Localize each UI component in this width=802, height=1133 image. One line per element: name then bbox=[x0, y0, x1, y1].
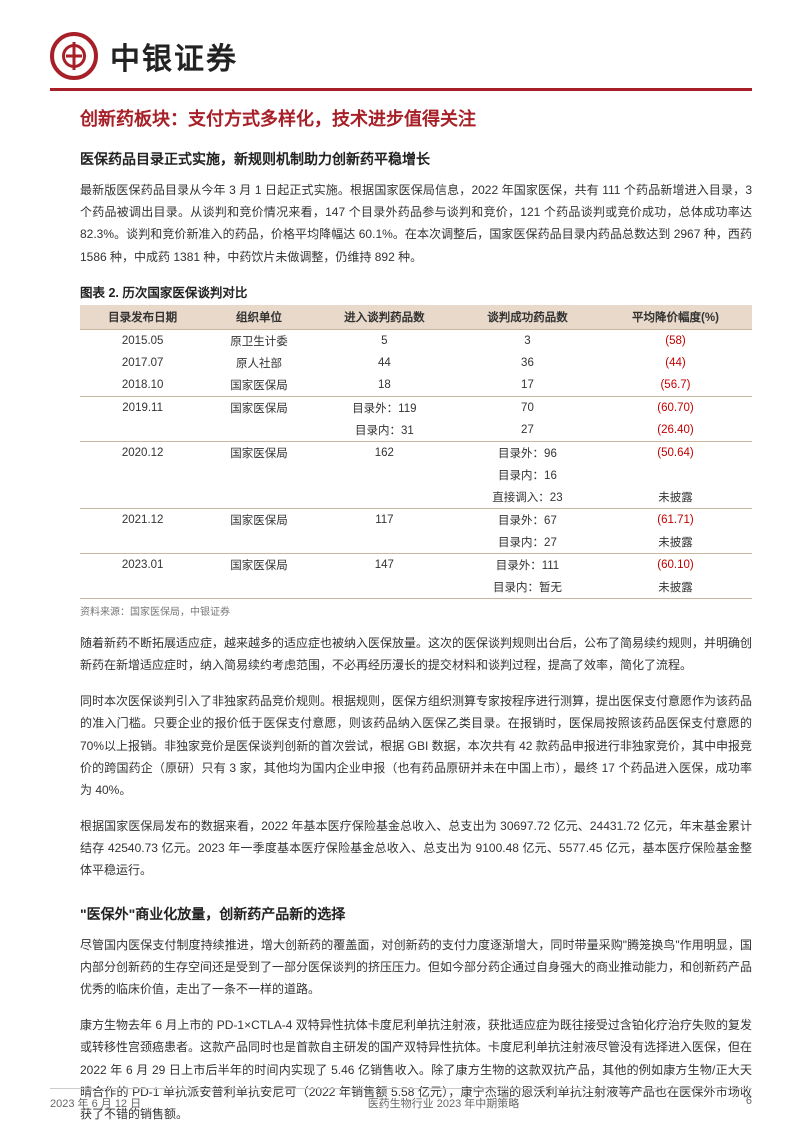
table-cell bbox=[205, 486, 313, 509]
table-row: 目录内：27未披露 bbox=[80, 531, 752, 554]
paragraph: 同时本次医保谈判引入了非独家药品竞价规则。根据规则，医保方组织测算专家按程序进行… bbox=[80, 690, 752, 801]
footer-title: 医药生物行业 2023 年中期策略 bbox=[368, 1095, 520, 1111]
table-header-cell: 目录发布日期 bbox=[80, 305, 205, 330]
table-cell bbox=[313, 576, 456, 599]
table-cell: (26.40) bbox=[599, 419, 752, 442]
table-cell: 3 bbox=[456, 329, 599, 352]
table-cell bbox=[205, 464, 313, 486]
footer-date: 2023 年 6 月 12 日 bbox=[50, 1095, 141, 1111]
table-row: 2021.12国家医保局117目录外：67(61.71) bbox=[80, 508, 752, 531]
table-cell bbox=[205, 576, 313, 599]
table-cell: 17 bbox=[456, 374, 599, 397]
table-cell bbox=[599, 464, 752, 486]
table-cell: 18 bbox=[313, 374, 456, 397]
table-cell: (56.7) bbox=[599, 374, 752, 397]
table-cell: 目录内：31 bbox=[313, 419, 456, 442]
footer-page: 6 bbox=[746, 1095, 752, 1111]
comparison-table: 目录发布日期组织单位进入谈判药品数谈判成功药品数平均降价幅度(%) 2015.0… bbox=[80, 305, 752, 599]
table-cell: 国家医保局 bbox=[205, 374, 313, 397]
table-row: 2018.10国家医保局1817(56.7) bbox=[80, 374, 752, 397]
table-cell bbox=[80, 486, 205, 509]
table-row: 目录内：16 bbox=[80, 464, 752, 486]
table-cell bbox=[313, 531, 456, 554]
table-cell bbox=[313, 464, 456, 486]
header: 中银证券 bbox=[50, 32, 752, 80]
table-cell: 2018.10 bbox=[80, 374, 205, 397]
table-cell bbox=[80, 576, 205, 599]
title-main: 创新药板块： bbox=[80, 109, 188, 129]
table-cell: (61.71) bbox=[599, 508, 752, 531]
table-cell: 目录外：111 bbox=[456, 553, 599, 576]
section-title: 创新药板块：支付方式多样化，技术进步值得关注 bbox=[80, 105, 752, 131]
paragraph: 尽管国内医保支付制度持续推进，增大创新药的覆盖面，对创新药的支付力度逐渐增大，同… bbox=[80, 934, 752, 1001]
subsection-heading-1: 医保药品目录正式实施，新规则机制助力创新药平稳增长 bbox=[80, 149, 752, 169]
table-cell: 目录外：67 bbox=[456, 508, 599, 531]
table-row: 2023.01国家医保局147目录外：111(60.10) bbox=[80, 553, 752, 576]
brand-name: 中银证券 bbox=[110, 34, 238, 78]
table-cell: 162 bbox=[313, 441, 456, 464]
page-footer: 2023 年 6 月 12 日 医药生物行业 2023 年中期策略 6 bbox=[50, 1088, 752, 1111]
table-cell: 2023.01 bbox=[80, 553, 205, 576]
table-cell: 70 bbox=[456, 396, 599, 419]
table-cell: 36 bbox=[456, 352, 599, 374]
table-cell: 2021.12 bbox=[80, 508, 205, 531]
paragraph: 最新版医保药品目录从今年 3 月 1 日起正式实施。根据国家医保局信息，2022… bbox=[80, 179, 752, 268]
table-cell: 国家医保局 bbox=[205, 396, 313, 419]
table-cell: 国家医保局 bbox=[205, 508, 313, 531]
table-cell: 国家医保局 bbox=[205, 441, 313, 464]
table-cell: 目录外：119 bbox=[313, 396, 456, 419]
table-cell bbox=[80, 419, 205, 442]
table-row: 目录内：3127(26.40) bbox=[80, 419, 752, 442]
table-cell: 原卫生计委 bbox=[205, 329, 313, 352]
table-cell: 目录内：27 bbox=[456, 531, 599, 554]
table-cell: (60.10) bbox=[599, 553, 752, 576]
paragraph: 随着新药不断拓展适应症，越来越多的适应症也被纳入医保放量。这次的医保谈判规则出台… bbox=[80, 632, 752, 676]
table-cell: 117 bbox=[313, 508, 456, 531]
table-row: 2020.12国家医保局162目录外：96(50.64) bbox=[80, 441, 752, 464]
table-cell bbox=[205, 419, 313, 442]
table-cell bbox=[313, 486, 456, 509]
table-cell: 5 bbox=[313, 329, 456, 352]
table-header-cell: 谈判成功药品数 bbox=[456, 305, 599, 330]
table-cell: 27 bbox=[456, 419, 599, 442]
table-cell: (44) bbox=[599, 352, 752, 374]
paragraph: 根据国家医保局发布的数据来看，2022 年基本医疗保险基金总收入、总支出为 30… bbox=[80, 815, 752, 882]
table-cell: 2017.07 bbox=[80, 352, 205, 374]
table-cell: 2020.12 bbox=[80, 441, 205, 464]
table-caption: 图表 2. 历次国家医保谈判对比 bbox=[80, 282, 752, 301]
table-cell: 目录内：16 bbox=[456, 464, 599, 486]
table-cell bbox=[205, 531, 313, 554]
table-cell: (50.64) bbox=[599, 441, 752, 464]
table-source: 资料来源：国家医保局，中银证券 bbox=[80, 603, 752, 618]
table-cell: (58) bbox=[599, 329, 752, 352]
table-cell: 未披露 bbox=[599, 486, 752, 509]
subsection-heading-2: "医保外"商业化放量，创新药产品新的选择 bbox=[80, 904, 752, 924]
divider bbox=[50, 88, 752, 91]
table-cell bbox=[80, 464, 205, 486]
table-cell: 44 bbox=[313, 352, 456, 374]
table-row: 2015.05原卫生计委53(58) bbox=[80, 329, 752, 352]
table-cell bbox=[80, 531, 205, 554]
table-header-cell: 进入谈判药品数 bbox=[313, 305, 456, 330]
brand-logo-icon bbox=[50, 32, 98, 80]
table-cell: 原人社部 bbox=[205, 352, 313, 374]
table-cell: (60.70) bbox=[599, 396, 752, 419]
table-cell: 目录内：暂无 bbox=[456, 576, 599, 599]
table-cell: 2019.11 bbox=[80, 396, 205, 419]
table-row: 直接调入：23未披露 bbox=[80, 486, 752, 509]
table-cell: 147 bbox=[313, 553, 456, 576]
table-row: 2017.07原人社部4436(44) bbox=[80, 352, 752, 374]
table-cell: 国家医保局 bbox=[205, 553, 313, 576]
table-row: 2019.11国家医保局目录外：11970(60.70) bbox=[80, 396, 752, 419]
table-cell: 2015.05 bbox=[80, 329, 205, 352]
table-header-cell: 平均降价幅度(%) bbox=[599, 305, 752, 330]
table-cell: 直接调入：23 bbox=[456, 486, 599, 509]
table-cell: 未披露 bbox=[599, 576, 752, 599]
table-cell: 未披露 bbox=[599, 531, 752, 554]
table-cell: 目录外：96 bbox=[456, 441, 599, 464]
table-header-cell: 组织单位 bbox=[205, 305, 313, 330]
table-row: 目录内：暂无未披露 bbox=[80, 576, 752, 599]
title-sub: 支付方式多样化，技术进步值得关注 bbox=[188, 109, 476, 129]
